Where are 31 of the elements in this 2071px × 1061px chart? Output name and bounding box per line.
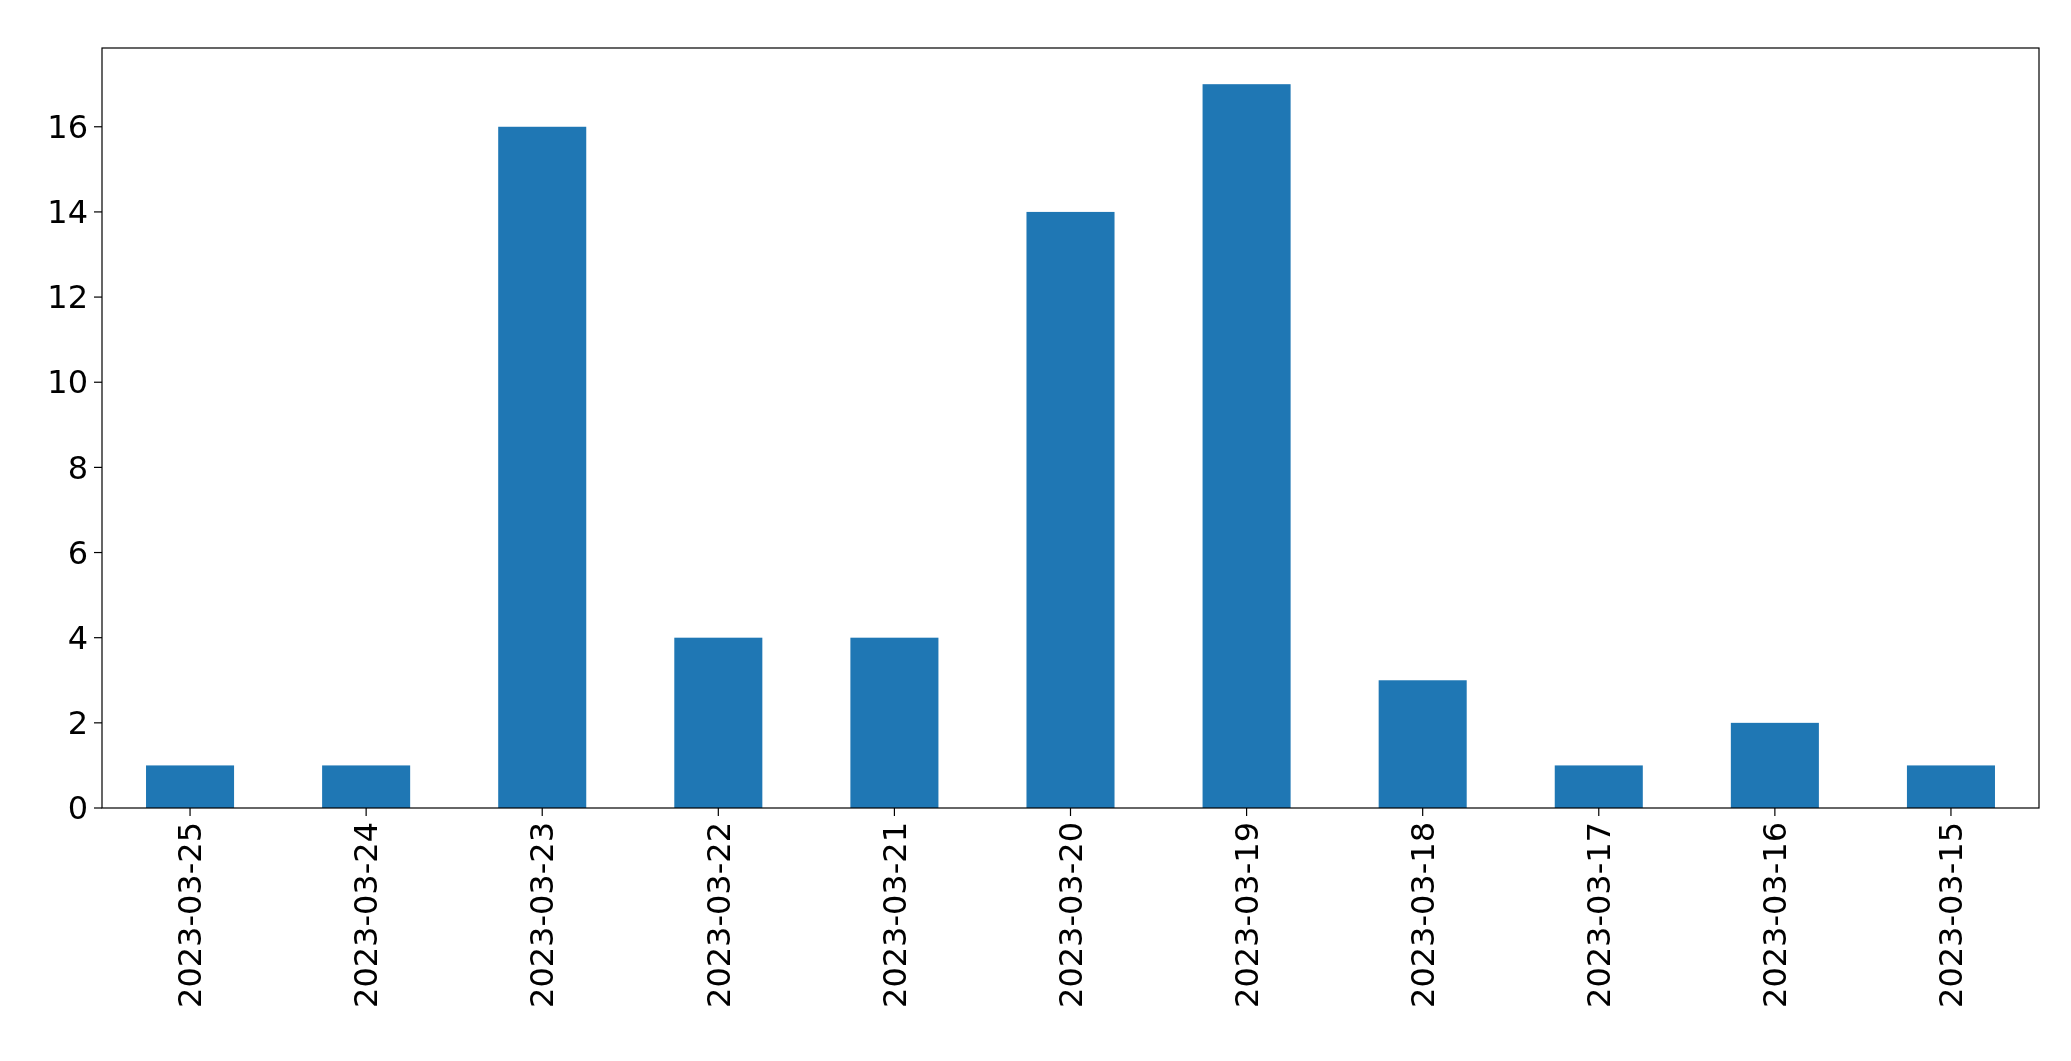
x-tick-label: 2023-03-17 (1579, 822, 1618, 1008)
bar (1906, 765, 1995, 808)
bar (322, 765, 411, 808)
y-tick-label: 4 (67, 618, 88, 657)
bar (1554, 765, 1643, 808)
bar (146, 765, 235, 808)
y-tick-label: 0 (67, 789, 88, 828)
y-tick-label: 14 (47, 193, 88, 232)
y-tick-label: 2 (67, 704, 88, 743)
y-tick-label: 8 (67, 448, 88, 487)
y-tick-label: 10 (47, 363, 88, 402)
y-tick-label: 6 (67, 533, 88, 572)
bar (1378, 680, 1467, 808)
bar (850, 637, 939, 808)
x-tick-label: 2023-03-18 (1403, 822, 1442, 1008)
x-tick-label: 2023-03-20 (1051, 822, 1090, 1008)
x-tick-label: 2023-03-23 (523, 822, 562, 1008)
y-tick-label: 12 (47, 278, 88, 317)
x-tick-label: 2023-03-21 (875, 822, 914, 1008)
bar (1202, 84, 1291, 808)
x-tick-label: 2023-03-19 (1227, 822, 1266, 1008)
x-tick-label: 2023-03-15 (1932, 822, 1971, 1008)
bar (1026, 211, 1115, 808)
x-tick-label: 2023-03-24 (347, 822, 386, 1008)
bar (498, 126, 587, 808)
bar (1730, 722, 1819, 808)
bar (674, 637, 763, 808)
x-tick-label: 2023-03-25 (171, 822, 210, 1008)
y-tick-label: 16 (47, 107, 88, 146)
x-tick-label: 2023-03-22 (699, 822, 738, 1008)
x-tick-label: 2023-03-16 (1756, 822, 1795, 1008)
